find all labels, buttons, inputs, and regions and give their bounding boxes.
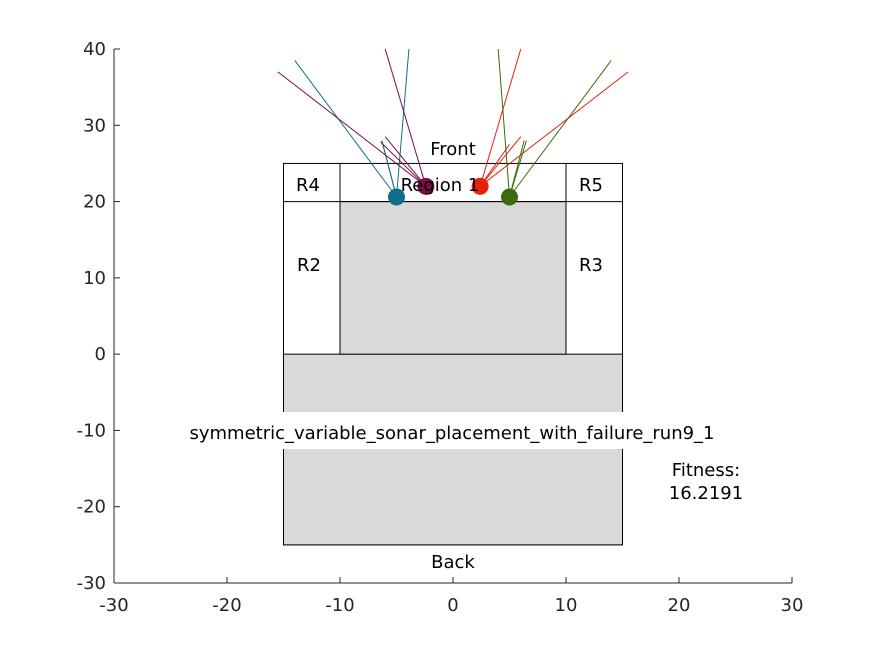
- sonar-ray: [479, 144, 510, 187]
- x-tick-label: -10: [325, 595, 354, 616]
- x-tick-label: -20: [212, 595, 241, 616]
- r2-label: R2: [297, 255, 321, 276]
- fitness-label: Fitness:: [672, 460, 740, 481]
- front-label: Front: [430, 139, 476, 160]
- sonar-ray: [509, 140, 525, 198]
- y-tick-label: -30: [77, 573, 106, 594]
- center-block: [339, 201, 567, 355]
- region-blocks: [283, 162, 623, 546]
- x-tick-label: -30: [99, 595, 128, 616]
- sonar-rays: [277, 48, 629, 198]
- sonar-sensor-point: [471, 177, 489, 195]
- sonar-ray: [509, 60, 612, 198]
- sonar-sensor-point: [501, 188, 518, 206]
- y-tick-label: 10: [83, 268, 106, 289]
- back-label: Back: [431, 552, 475, 573]
- y-tick-label: -20: [77, 497, 106, 518]
- x-tick-label: 30: [781, 595, 804, 616]
- sonar-ray: [381, 140, 397, 198]
- x-ticks: -30 -20 -10 0 10 20 30: [99, 577, 803, 616]
- r4-label: R4: [296, 175, 320, 196]
- title-background: [140, 412, 764, 449]
- y-tick-label: -10: [77, 420, 106, 441]
- y-tick-label: 40: [83, 39, 106, 60]
- y-ticks: -30 -20 -10 0 10 20 30 40: [77, 39, 120, 594]
- r5-label: R5: [579, 175, 603, 196]
- x-tick-label: 10: [555, 595, 578, 616]
- rear-block: [283, 353, 623, 546]
- sonar-sensors: [388, 177, 518, 206]
- region1-label: Region 1: [401, 175, 480, 196]
- sonar-ray: [384, 136, 427, 187]
- sonar-ray: [396, 48, 410, 198]
- sonar-sensor-point: [388, 188, 405, 206]
- sonar-ray: [380, 141, 427, 187]
- fitness-value: 16.2191: [669, 483, 743, 504]
- y-tick-label: 30: [83, 115, 106, 136]
- sonar-sensor-point: [417, 177, 435, 195]
- x-tick-label: 20: [668, 595, 691, 616]
- sonar-ray: [294, 60, 397, 198]
- sonar-ray: [479, 48, 522, 187]
- sonar-ray: [277, 71, 427, 187]
- sonar-ray: [479, 136, 522, 187]
- x-tick-label: 0: [447, 595, 458, 616]
- sonar-ray: [497, 48, 510, 198]
- sonar-ray: [479, 71, 629, 187]
- chart-title: symmetric_variable_sonar_placement_with_…: [189, 423, 714, 444]
- y-tick-label: 20: [83, 192, 106, 213]
- r3-label: R3: [579, 255, 603, 276]
- sonar-ray: [384, 48, 427, 187]
- y-tick-label: 0: [95, 344, 106, 365]
